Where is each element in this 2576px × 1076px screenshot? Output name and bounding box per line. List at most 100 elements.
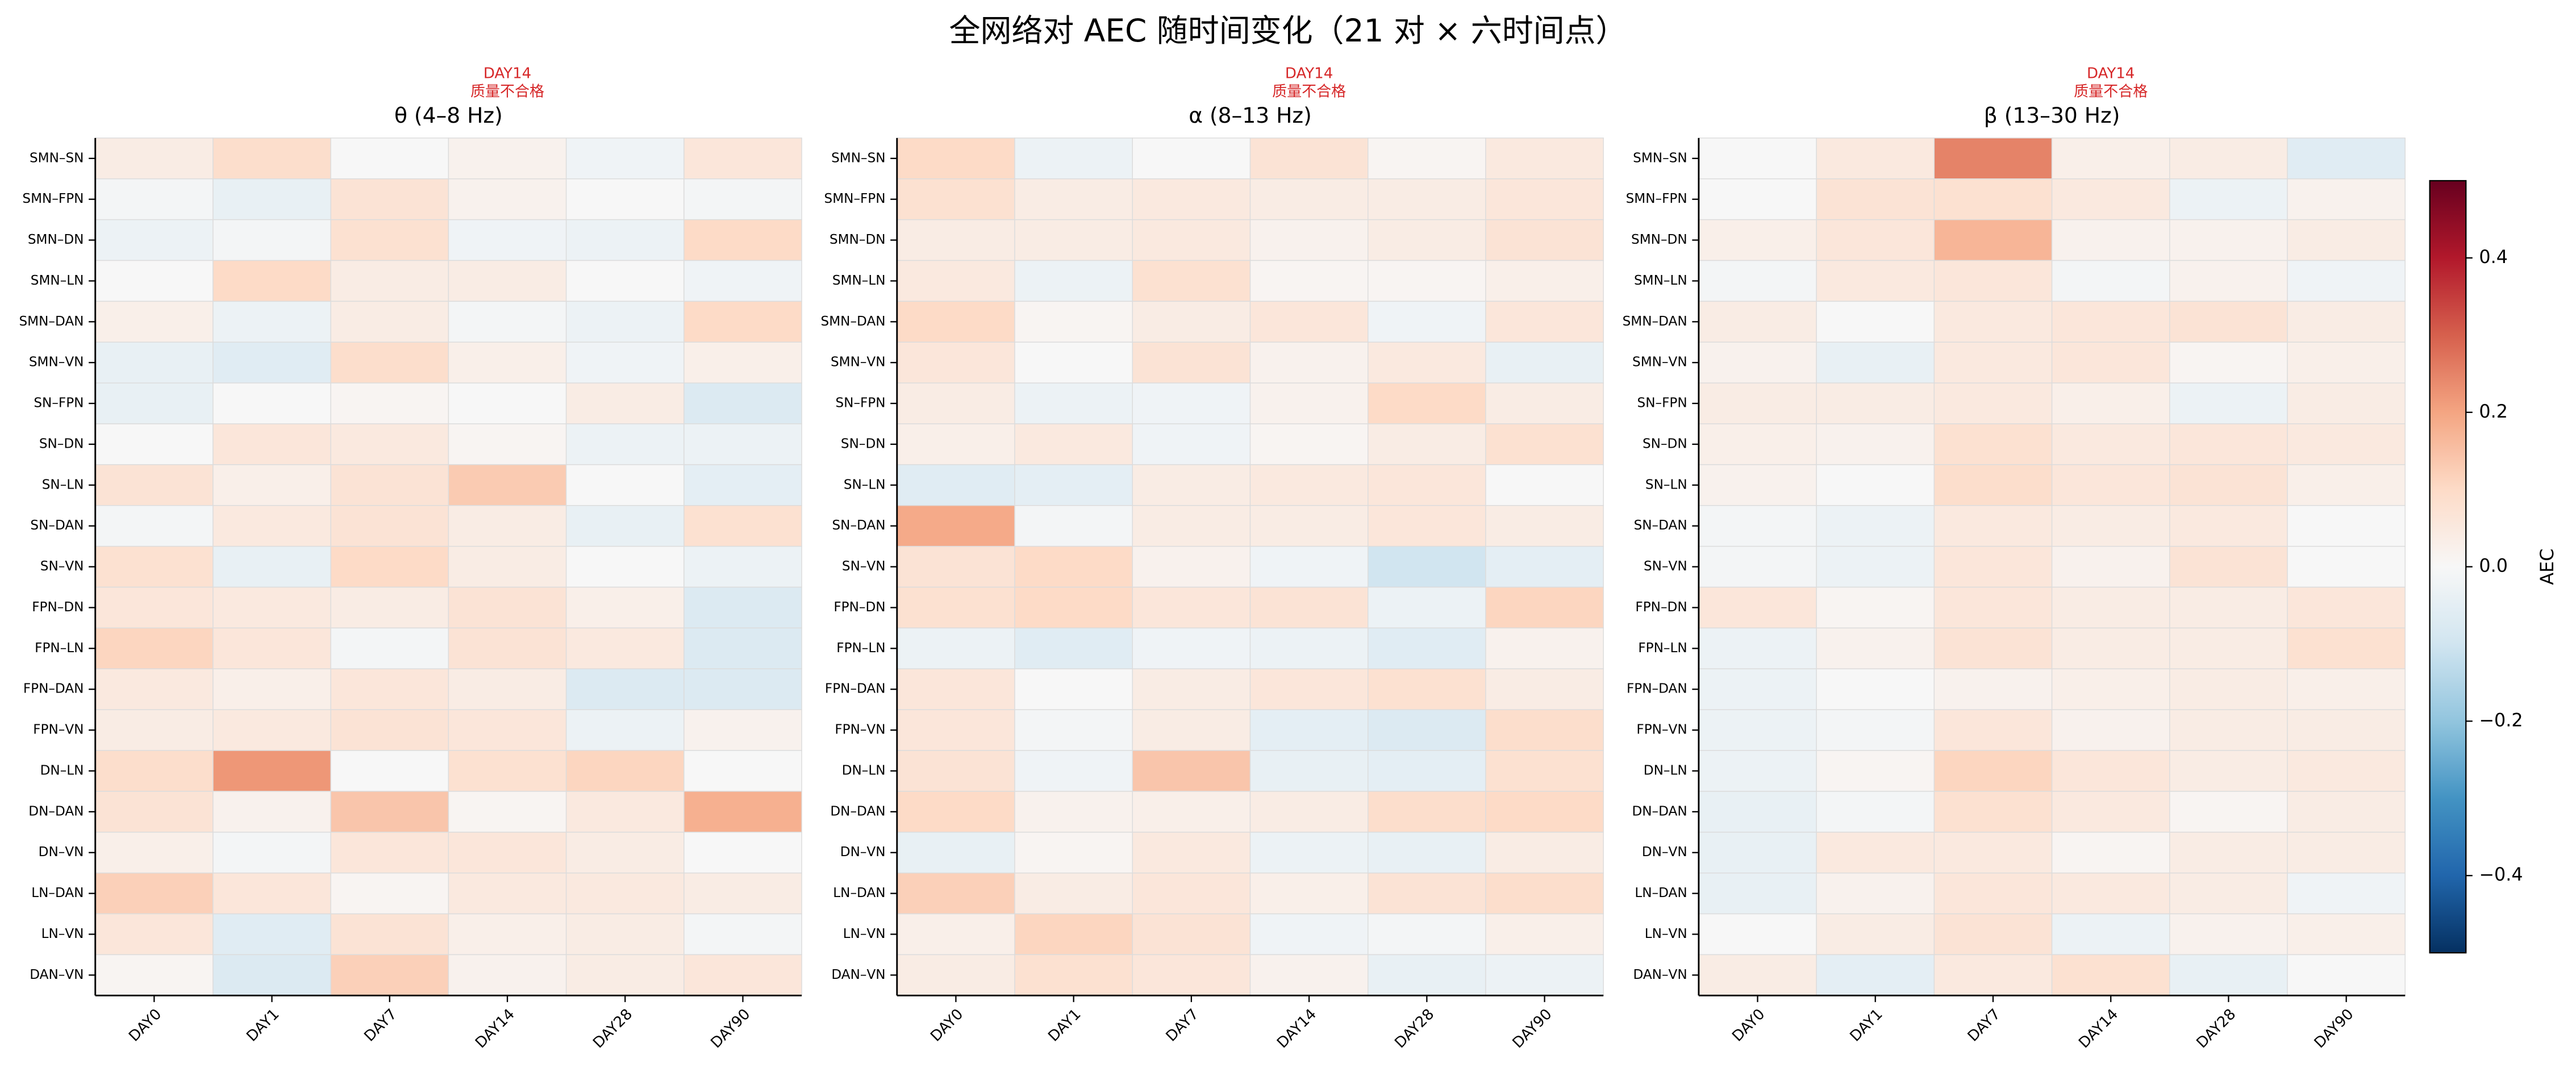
- heatmap-cell: [94, 178, 214, 220]
- heatmap-cell: [1485, 872, 1604, 915]
- heatmap-cell: [1132, 954, 1251, 996]
- heatmap-cell: [897, 505, 1015, 547]
- heatmap-cell: [1816, 301, 1935, 343]
- heatmap-cell: [1132, 301, 1251, 343]
- x-tick-label: DAY90: [1510, 1006, 1556, 1052]
- heatmap-cell: [2169, 954, 2288, 996]
- heatmap-cell: [1816, 872, 1935, 915]
- y-tick-label: SMN–SN: [30, 151, 84, 165]
- heatmap-cell: [94, 627, 214, 670]
- heatmap-cell: [2169, 464, 2288, 506]
- annotation: DAY14: [483, 65, 531, 82]
- heatmap-cell: [2051, 872, 2170, 915]
- heatmap-cell: [1485, 423, 1604, 465]
- heatmap-cell: [1249, 872, 1369, 915]
- heatmap-cell: [448, 709, 567, 751]
- heatmap-cell: [1368, 382, 1486, 424]
- x-tick-label: DAY0: [927, 1006, 966, 1045]
- y-tick-label: SN–LN: [1645, 477, 1687, 492]
- y-tick-label: FPN–LN: [35, 641, 84, 656]
- y-tick-label: SMN–DN: [28, 232, 84, 247]
- heatmap-cell: [1368, 505, 1486, 547]
- heatmap-cell: [1816, 178, 1935, 220]
- y-tick-label: FPN–VN: [1636, 723, 1687, 737]
- heatmap-cell: [1485, 178, 1604, 220]
- heatmap-cell: [1249, 709, 1369, 751]
- heatmap-cell: [1368, 913, 1486, 956]
- y-tick-label: DN–VN: [840, 845, 886, 860]
- y-tick-label: SMN–LN: [832, 273, 886, 288]
- heatmap-cell: [897, 791, 1015, 833]
- heatmap-cell: [1368, 872, 1486, 915]
- heatmap-cell: [1698, 341, 1817, 383]
- y-tick-label: DAN–VN: [30, 967, 84, 982]
- heatmap-cell: [448, 750, 567, 792]
- heatmap-cell: [1249, 464, 1369, 506]
- heatmap-cell: [330, 709, 449, 751]
- heatmap-cell: [212, 668, 331, 710]
- heatmap-cell: [2051, 627, 2170, 670]
- heatmap-cell: [1485, 709, 1604, 751]
- heatmap-cell: [565, 382, 685, 424]
- heatmap-cell: [2051, 913, 2170, 956]
- heatmap-cell: [1698, 913, 1817, 956]
- heatmap-cell: [1368, 464, 1486, 506]
- heatmap-cell: [330, 791, 449, 833]
- heatmap-cell: [212, 709, 331, 751]
- heatmap-cell: [212, 260, 331, 302]
- x-tick-label: DAY28: [1391, 1006, 1437, 1052]
- heatmap-cell: [565, 586, 685, 629]
- heatmap-cell: [565, 301, 685, 343]
- heatmap-cell: [2169, 341, 2288, 383]
- x-tick-label: DAY7: [1163, 1006, 1202, 1045]
- panel-title: β (13–30 Hz): [1984, 103, 2120, 128]
- heatmap-cell: [1132, 423, 1251, 465]
- heatmap-cell: [1933, 545, 2053, 588]
- heatmap-cell: [2169, 545, 2288, 588]
- heatmap-cell: [212, 954, 331, 996]
- heatmap-cell: [1249, 832, 1369, 874]
- heatmap-cell: [1132, 137, 1251, 180]
- heatmap-cell: [1368, 137, 1486, 180]
- heatmap-cell: [1485, 545, 1604, 588]
- heatmap-cell: [1132, 464, 1251, 506]
- heatmap-cell: [897, 178, 1015, 220]
- heatmap-cell: [1698, 505, 1817, 547]
- heatmap-cell: [1698, 423, 1817, 465]
- annotation: 质量不合格: [1272, 83, 1346, 100]
- heatmap-cell: [2169, 382, 2288, 424]
- heatmap-cell: [448, 341, 567, 383]
- x-tick-label: DAY0: [1729, 1006, 1768, 1045]
- y-tick-label: FPN–VN: [33, 723, 84, 737]
- x-tick-label: DAY14: [472, 1006, 518, 1052]
- heatmap-cell: [1933, 627, 2053, 670]
- heatmap-cell: [1014, 219, 1133, 261]
- heatmap-cell: [1014, 627, 1133, 670]
- heatmap-cell: [1249, 545, 1369, 588]
- heatmap-cell: [1698, 545, 1817, 588]
- heatmap-cell: [1014, 341, 1133, 383]
- heatmap-cell: [1249, 505, 1369, 547]
- heatmap-cell: [565, 627, 685, 670]
- heatmap-cell: [1014, 586, 1133, 629]
- heatmap-cell: [565, 791, 685, 833]
- heatmap-cell: [1368, 750, 1486, 792]
- heatmap-cell: [212, 586, 331, 629]
- heatmap-cell: [448, 668, 567, 710]
- y-tick-label: FPN–LN: [1638, 641, 1687, 656]
- heatmap-cell: [448, 913, 567, 956]
- heatmap-cell: [1816, 423, 1935, 465]
- heatmap-cell: [1014, 668, 1133, 710]
- heatmap-cell: [330, 586, 449, 629]
- heatmap-cell: [212, 382, 331, 424]
- y-tick-label: DN–LN: [842, 763, 886, 778]
- heatmap-cell: [2287, 423, 2406, 465]
- annotation: 质量不合格: [470, 83, 544, 100]
- x-tick-label: DAY28: [590, 1006, 636, 1052]
- heatmap-cell: [565, 423, 685, 465]
- heatmap-cell: [897, 219, 1015, 261]
- heatmap-cell: [1014, 791, 1133, 833]
- heatmap-cell: [897, 954, 1015, 996]
- y-tick-label: FPN–DAN: [1627, 682, 1687, 697]
- heatmap-cell: [683, 791, 802, 833]
